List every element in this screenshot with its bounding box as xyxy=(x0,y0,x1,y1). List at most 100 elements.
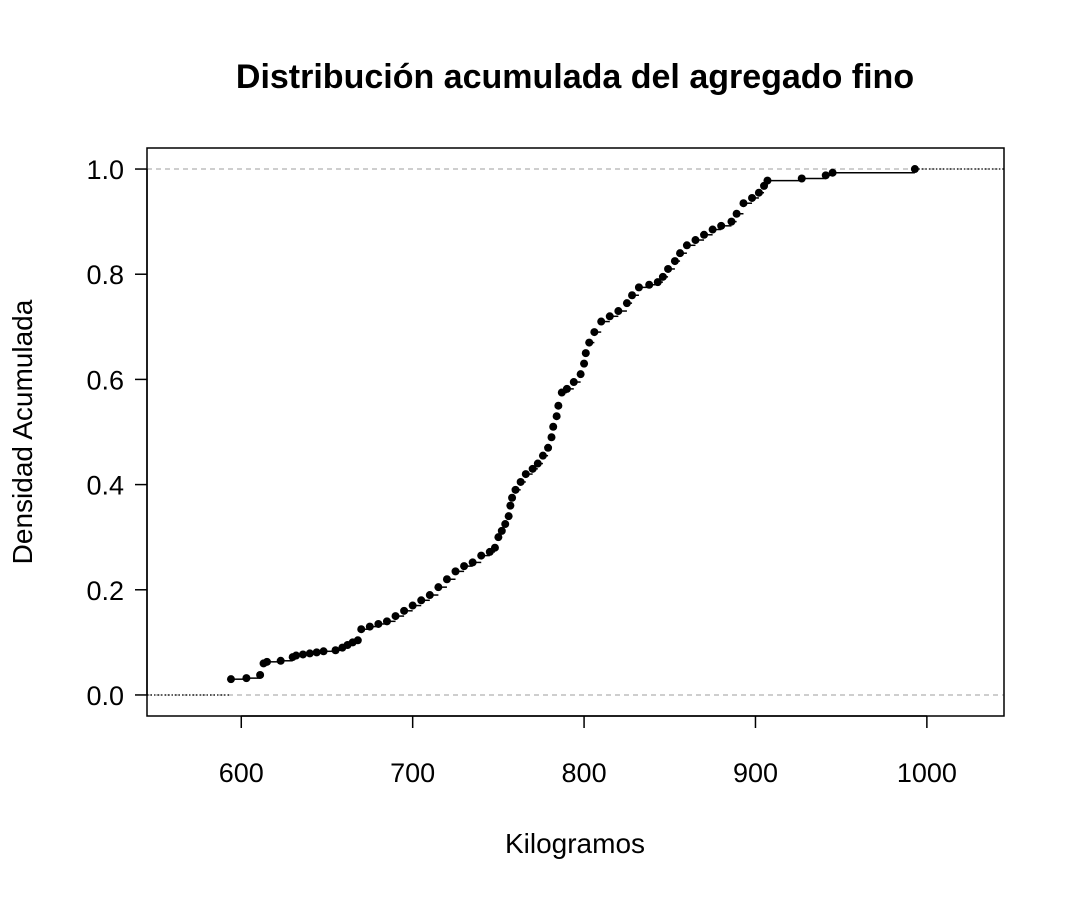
cdf-point xyxy=(226,675,235,684)
cdf-point xyxy=(242,674,251,683)
cdf-point xyxy=(590,328,599,337)
cdf-point xyxy=(628,291,637,300)
cdf-point xyxy=(391,612,400,621)
cdf-point xyxy=(319,647,328,656)
y-tick-label: 0.8 xyxy=(86,260,124,290)
cdf-point xyxy=(562,384,571,393)
cdf-point xyxy=(653,278,662,287)
cdf-point xyxy=(754,188,763,197)
y-tick-label: 0.2 xyxy=(86,576,124,606)
cdf-point xyxy=(664,264,673,273)
cdf-point xyxy=(732,209,741,218)
cdf-point xyxy=(634,283,643,292)
cdf-point xyxy=(408,601,417,610)
cdf-point xyxy=(292,651,301,660)
cdf-point xyxy=(256,670,265,679)
cdf-point xyxy=(460,562,469,571)
cdf-point xyxy=(676,249,685,258)
y-axis: 0.0 0.2 0.4 0.6 0.8 1.0 xyxy=(86,155,148,711)
cdf-point xyxy=(622,299,631,308)
cdf-point xyxy=(763,176,772,185)
cdf-point xyxy=(748,193,757,202)
x-tick-label: 800 xyxy=(562,758,607,788)
cdf-point xyxy=(797,174,806,183)
cdf-point xyxy=(365,622,374,631)
cdf-point xyxy=(580,359,589,368)
cdf-point xyxy=(521,470,530,479)
cdf-point xyxy=(581,349,590,358)
y-tick-label: 0.0 xyxy=(86,681,124,711)
cdf-point xyxy=(538,451,547,460)
cdf-point xyxy=(504,512,513,521)
cdf-point xyxy=(382,617,391,626)
cdf-point xyxy=(828,168,837,177)
cdf-point xyxy=(312,648,321,657)
cdf-point xyxy=(353,636,362,645)
cdf-point xyxy=(910,165,919,174)
cdf-point xyxy=(533,459,542,468)
cdf-point xyxy=(700,230,709,239)
cdf-point xyxy=(508,493,517,502)
cdf-point xyxy=(821,171,830,180)
cdf-point xyxy=(727,217,736,226)
cdf-point xyxy=(374,619,383,628)
cdf-point xyxy=(547,433,556,442)
cdf-point xyxy=(576,370,585,379)
cdf-point xyxy=(276,656,285,665)
cdf-steps xyxy=(230,171,915,680)
cdf-points xyxy=(226,165,919,684)
x-tick-label: 600 xyxy=(219,758,264,788)
cdf-point xyxy=(451,567,460,576)
plot-frame xyxy=(146,147,1005,717)
cdf-point xyxy=(605,312,614,321)
cdf-point xyxy=(549,422,558,431)
cdf-point xyxy=(717,221,726,230)
cdf-point xyxy=(658,272,667,281)
cdf-point xyxy=(442,575,451,584)
y-tick-label: 0.6 xyxy=(86,365,124,395)
y-tick-label: 1.0 xyxy=(86,155,124,185)
cdf-point xyxy=(506,501,515,510)
cdf-point xyxy=(331,646,340,655)
cdf-point xyxy=(490,543,499,552)
cdf-tails xyxy=(147,168,1004,696)
cdf-point xyxy=(425,591,434,600)
cdf-point xyxy=(298,650,307,659)
cdf-point xyxy=(497,526,506,535)
x-tick-label: 1000 xyxy=(897,758,957,788)
cdf-point xyxy=(682,241,691,250)
cdf-point xyxy=(400,606,409,615)
cdf-point xyxy=(262,657,271,666)
cdf-point xyxy=(614,307,623,316)
cdf-point xyxy=(554,401,563,410)
y-axis-label: Densidad Acumulada xyxy=(7,299,38,564)
cdf-point xyxy=(511,485,520,494)
cdf-point xyxy=(708,225,717,234)
cdf-point xyxy=(357,625,366,634)
x-tick-label: 700 xyxy=(390,758,435,788)
cdf-point xyxy=(477,551,486,560)
cdf-point xyxy=(494,533,503,542)
y-tick-label: 0.4 xyxy=(86,471,124,501)
chart-title: Distribución acumulada del agregado fino xyxy=(236,58,914,96)
cdf-point xyxy=(501,520,510,529)
cdf-point xyxy=(670,257,679,266)
cdf-point xyxy=(516,477,525,486)
cdf-point xyxy=(739,199,748,208)
x-axis: 600 700 800 900 1000 xyxy=(219,715,957,788)
cdf-point xyxy=(417,596,426,605)
cdf-point xyxy=(434,583,443,592)
cdf-point xyxy=(468,558,477,567)
x-tick-label: 900 xyxy=(733,758,778,788)
cdf-point xyxy=(305,649,314,658)
cdf-point xyxy=(597,317,606,326)
cdf-point xyxy=(552,412,561,421)
x-axis-label: Kilogramos xyxy=(505,828,645,859)
cdf-point xyxy=(645,280,654,289)
cdf-point xyxy=(691,236,700,245)
cdf-point xyxy=(585,338,594,347)
cdf-point xyxy=(544,443,553,452)
cdf-point xyxy=(528,464,537,473)
cdf-point xyxy=(569,378,578,387)
